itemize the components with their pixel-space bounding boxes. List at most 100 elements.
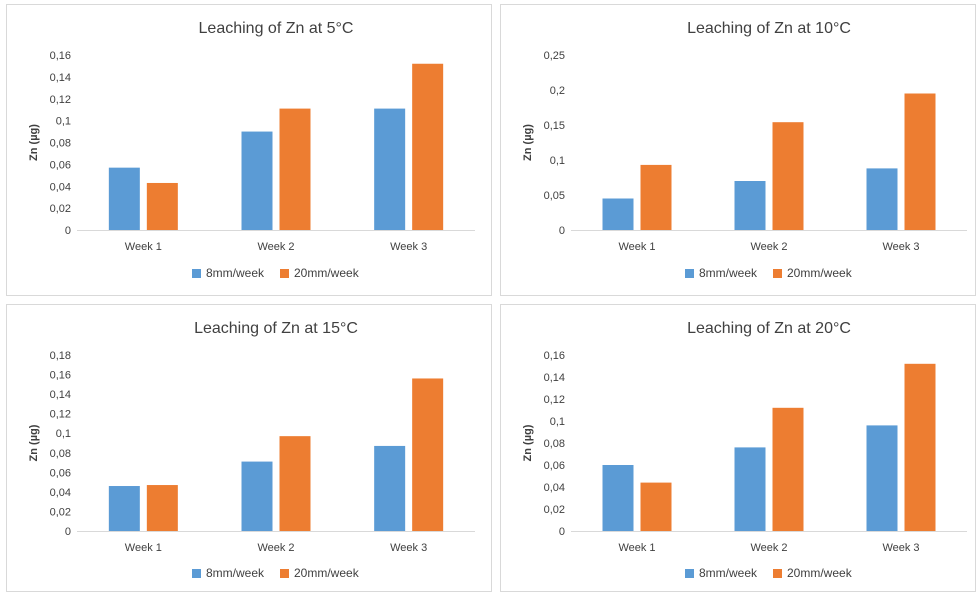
x-tick-label: Week 1	[125, 241, 162, 253]
bar-20mm-3	[412, 378, 444, 531]
y-tick-label: 0,05	[544, 190, 565, 202]
x-tick-label: Week 3	[390, 542, 427, 554]
chart-title: Leaching of Zn at 5°C	[199, 20, 354, 37]
x-tick-label: Week 2	[257, 241, 294, 253]
y-tick-label: 0,12	[50, 94, 71, 106]
bar-20mm-3	[904, 93, 936, 230]
bar-20mm-1	[146, 182, 178, 230]
bar-8mm-3	[866, 425, 898, 531]
chart-panel-10c: Leaching of Zn at 10°C Zn (µg) 0 0,05 0,1 0,1…	[500, 4, 976, 296]
y-tick-label: 0,06	[544, 460, 565, 472]
bar-8mm-1	[108, 167, 140, 230]
bar-8mm-1	[602, 198, 634, 230]
y-tick-label: 0,06	[50, 159, 71, 171]
y-tick-label: 0,16	[544, 350, 565, 362]
bar-8mm-3	[374, 108, 406, 230]
y-tick-label: 0,15	[544, 120, 565, 132]
y-tick-label: 0,14	[544, 372, 565, 384]
y-axis-label: Zn (µg)	[522, 424, 534, 461]
legend-label-8mm: 8mm/week	[699, 266, 758, 280]
y-tick-label: 0,1	[550, 416, 565, 428]
legend-swatch-8mm	[192, 269, 201, 278]
chart-svg: Leaching of Zn at 5°C Zn (µg) 0 0,02 0,04 0,0…	[28, 20, 475, 280]
y-tick-label: 0,18	[50, 350, 71, 362]
y-tick-label: 0,12	[50, 409, 71, 421]
y-axis-label: Zn (µg)	[28, 124, 40, 161]
y-tick-label: 0,1	[56, 428, 71, 440]
x-tick-label: Week 1	[125, 542, 162, 554]
y-tick-label: 0	[559, 225, 565, 237]
legend-label-20mm: 20mm/week	[294, 266, 360, 280]
y-tick-label: 0,04	[50, 487, 71, 499]
legend-swatch-8mm	[685, 569, 694, 578]
bar-20mm-1	[640, 164, 672, 230]
chart-title: Leaching of Zn at 10°C	[687, 20, 851, 37]
legend-swatch-20mm	[280, 269, 289, 278]
bar-8mm-3	[866, 168, 898, 230]
chart-panel-20c: Leaching of Zn at 20°C Zn (µg) 0 0,02 0,04 0,…	[500, 304, 976, 592]
legend-swatch-20mm	[280, 569, 289, 578]
bar-8mm-1	[602, 465, 634, 531]
bar-8mm-3	[374, 445, 406, 531]
legend-label-20mm: 20mm/week	[787, 566, 853, 580]
bar-20mm-2	[279, 108, 311, 230]
legend-label-8mm: 8mm/week	[699, 566, 758, 580]
y-tick-label: 0,16	[50, 370, 71, 382]
chart-panel-15c: Leaching of Zn at 15°C Zn (µg) 0 0,02 0,04 0,…	[6, 304, 492, 592]
y-tick-label: 0,02	[50, 203, 71, 215]
legend-label-8mm: 8mm/week	[206, 266, 265, 280]
chart-svg: Leaching of Zn at 10°C Zn (µg) 0 0,05 0,1 0,1…	[522, 20, 967, 280]
y-tick-label: 0,16	[50, 50, 71, 62]
bar-20mm-2	[772, 122, 804, 230]
legend-label-20mm: 20mm/week	[294, 566, 360, 580]
bar-20mm-2	[772, 407, 804, 531]
bar-20mm-2	[279, 436, 311, 531]
y-tick-label: 0,14	[50, 72, 71, 84]
y-tick-label: 0,14	[50, 389, 71, 401]
y-tick-label: 0	[65, 526, 71, 538]
legend-swatch-20mm	[773, 569, 782, 578]
x-tick-label: Week 3	[390, 241, 427, 253]
y-axis-label: Zn (µg)	[28, 424, 40, 461]
chart-svg: Leaching of Zn at 20°C Zn (µg) 0 0,02 0,04 0,…	[522, 320, 967, 580]
y-tick-label: 0,06	[50, 467, 71, 479]
y-tick-label: 0,08	[50, 138, 71, 150]
y-tick-label: 0,04	[50, 181, 71, 193]
bar-8mm-2	[241, 131, 273, 230]
y-tick-label: 0,08	[544, 438, 565, 450]
chart-title: Leaching of Zn at 20°C	[687, 320, 851, 337]
y-tick-label: 0	[559, 526, 565, 538]
bar-20mm-3	[904, 363, 936, 531]
bar-8mm-2	[241, 461, 273, 531]
x-tick-label: Week 1	[618, 241, 655, 253]
bar-8mm-1	[108, 486, 140, 531]
x-tick-label: Week 2	[257, 542, 294, 554]
chart-title: Leaching of Zn at 15°C	[194, 320, 358, 337]
bar-8mm-2	[734, 447, 766, 531]
x-tick-label: Week 2	[750, 542, 787, 554]
bar-20mm-3	[412, 63, 444, 230]
legend-label-20mm: 20mm/week	[787, 266, 853, 280]
y-axis-label: Zn (µg)	[522, 124, 534, 161]
y-tick-label: 0,02	[544, 504, 565, 516]
y-tick-label: 0,04	[544, 482, 565, 494]
bar-8mm-2	[734, 181, 766, 230]
chart-svg: Leaching of Zn at 15°C Zn (µg) 0 0,02 0,04 0,…	[28, 320, 475, 580]
bar-20mm-1	[146, 485, 178, 531]
y-tick-label: 0,12	[544, 394, 565, 406]
x-tick-label: Week 3	[882, 542, 919, 554]
x-tick-label: Week 3	[882, 241, 919, 253]
y-tick-label: 0,2	[550, 85, 565, 97]
legend-swatch-8mm	[685, 269, 694, 278]
y-tick-label: 0,08	[50, 448, 71, 460]
y-tick-label: 0,1	[550, 155, 565, 167]
x-tick-label: Week 1	[618, 542, 655, 554]
legend-swatch-8mm	[192, 569, 201, 578]
legend-swatch-20mm	[773, 269, 782, 278]
legend-label-8mm: 8mm/week	[206, 566, 265, 580]
y-tick-label: 0,1	[56, 116, 71, 128]
bar-20mm-1	[640, 482, 672, 531]
x-tick-label: Week 2	[750, 241, 787, 253]
chart-panel-5c: Leaching of Zn at 5°C Zn (µg) 0 0,02 0,04 0,0…	[6, 4, 492, 296]
y-tick-label: 0,02	[50, 506, 71, 518]
